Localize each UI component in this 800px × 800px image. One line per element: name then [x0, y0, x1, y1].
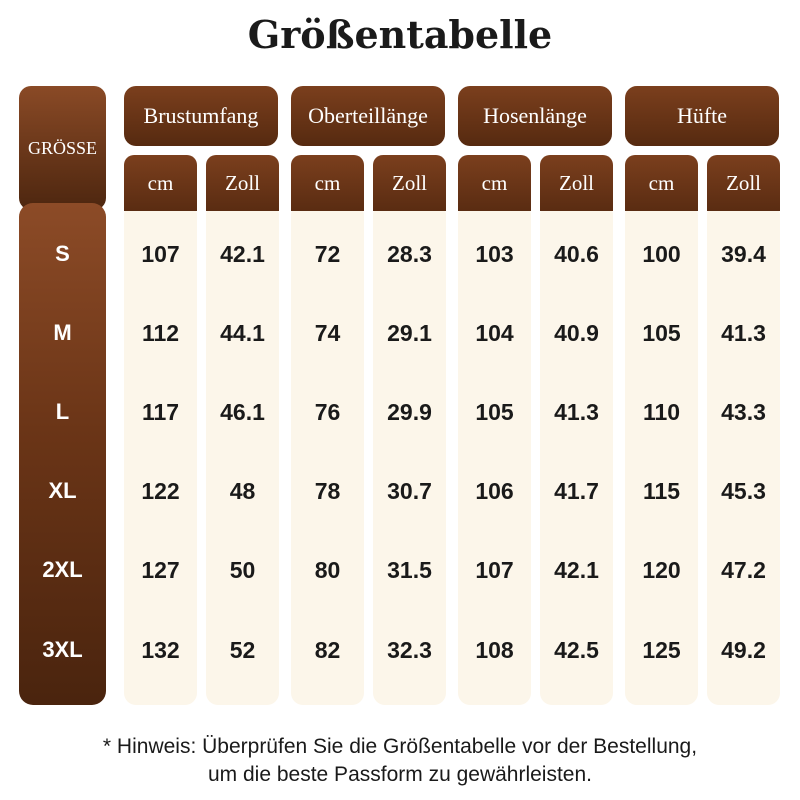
- table-cell: 132: [141, 636, 180, 663]
- column-background: [625, 203, 698, 705]
- column-background: [373, 203, 446, 705]
- table-cell: 74: [314, 319, 341, 346]
- table-cell: 105: [475, 398, 514, 425]
- table-cell: 44.1: [220, 319, 265, 346]
- hint-note-line-1: * Hinweis: Überprüfen Sie die Größentabe…: [102, 735, 698, 758]
- table-cell: 120: [642, 556, 681, 583]
- table-cell: 107: [141, 240, 180, 267]
- group-header: Oberteillänge: [291, 86, 445, 146]
- table-cell: 49.2: [721, 636, 766, 663]
- table-cell: 41.7: [554, 477, 599, 504]
- table-cell: 112: [141, 319, 180, 346]
- table-cell: 47.2: [721, 556, 766, 583]
- size-label-2xl: 2XL: [42, 557, 83, 582]
- table-cell: 80: [314, 556, 341, 583]
- unit-header: cm: [124, 155, 197, 211]
- hint-note: * Hinweis: Überprüfen Sie die Größentabe…: [0, 733, 800, 789]
- table-cell: 50: [229, 556, 256, 583]
- table-cell: 42.1: [220, 240, 265, 267]
- table-cell: 78: [314, 477, 341, 504]
- unit-header: cm: [291, 155, 364, 211]
- column-background: [206, 203, 279, 705]
- unit-header: cm: [458, 155, 531, 211]
- unit-header: Zoll: [206, 155, 279, 211]
- table-cell: 103: [475, 240, 514, 267]
- column-background: [707, 203, 780, 705]
- table-cell: 72: [314, 240, 341, 267]
- group-header: Hosenlänge: [458, 86, 612, 146]
- page-title: Größentabelle: [247, 12, 553, 57]
- table-cell: 110: [642, 398, 681, 425]
- size-label-l: L: [55, 399, 70, 424]
- table-cell: 115: [642, 477, 681, 504]
- table-cell: 28.3: [387, 240, 432, 267]
- table-cell: 100: [642, 240, 681, 267]
- table-cell: 45.3: [721, 477, 766, 504]
- size-column-header: GRÖSSE: [19, 86, 106, 210]
- table-cell: 30.7: [387, 477, 432, 504]
- column-background: [291, 203, 364, 705]
- group-header: Brustumfang: [124, 86, 278, 146]
- unit-header: cm: [625, 155, 698, 211]
- column-background: [540, 203, 613, 705]
- table-cell: 125: [642, 636, 681, 663]
- table-cell: 43.3: [721, 398, 766, 425]
- table-cell: 122: [141, 477, 180, 504]
- group-header: Hüfte: [625, 86, 779, 146]
- table-cell: 42.5: [554, 636, 599, 663]
- table-cell: 40.6: [554, 240, 599, 267]
- size-label-3xl: 3XL: [42, 637, 83, 662]
- table-cell: 76: [314, 398, 341, 425]
- table-cell: 105: [642, 319, 681, 346]
- table-cell: 42.1: [554, 556, 599, 583]
- size-label-s: S: [55, 241, 70, 266]
- size-column: [19, 203, 106, 705]
- table-cell: 82: [314, 636, 341, 663]
- table-cell: 106: [475, 477, 514, 504]
- unit-header: Zoll: [373, 155, 446, 211]
- table-cell: 117: [141, 398, 180, 425]
- hint-note-line-2: um die beste Passform zu gewährleisten.: [207, 763, 593, 786]
- table-cell: 46.1: [220, 398, 265, 425]
- unit-header: Zoll: [540, 155, 613, 211]
- table-cell: 31.5: [387, 556, 432, 583]
- table-cell: 48: [229, 477, 256, 504]
- table-cell: 52: [229, 636, 256, 663]
- table-cell: 107: [475, 556, 514, 583]
- table-cell: 29.9: [387, 398, 432, 425]
- table-cell: 41.3: [721, 319, 766, 346]
- unit-header: Zoll: [707, 155, 780, 211]
- size-label-m: M: [53, 320, 72, 345]
- table-cell: 127: [141, 556, 180, 583]
- table-cell: 108: [475, 636, 514, 663]
- column-background: [458, 203, 531, 705]
- table-cell: 104: [475, 319, 514, 346]
- column-background: [124, 203, 197, 705]
- size-label-xl: XL: [48, 478, 77, 503]
- table-cell: 40.9: [554, 319, 599, 346]
- table-cell: 29.1: [387, 319, 432, 346]
- table-cell: 41.3: [554, 398, 599, 425]
- table-cell: 39.4: [721, 240, 766, 267]
- table-cell: 32.3: [387, 636, 432, 663]
